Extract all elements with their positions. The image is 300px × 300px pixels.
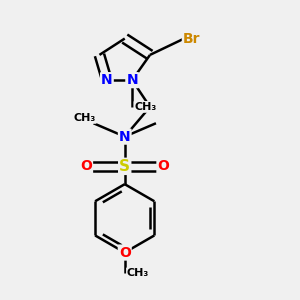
- Text: Br: Br: [183, 32, 200, 46]
- Text: O: O: [158, 159, 169, 173]
- Text: S: S: [119, 159, 130, 174]
- Text: N: N: [126, 73, 138, 87]
- Text: O: O: [80, 159, 92, 173]
- Text: N: N: [119, 130, 130, 144]
- Text: CH₃: CH₃: [134, 102, 157, 112]
- Text: O: O: [119, 245, 131, 260]
- Text: CH₃: CH₃: [127, 268, 149, 278]
- Text: CH₃: CH₃: [74, 113, 96, 123]
- Text: N: N: [101, 73, 113, 87]
